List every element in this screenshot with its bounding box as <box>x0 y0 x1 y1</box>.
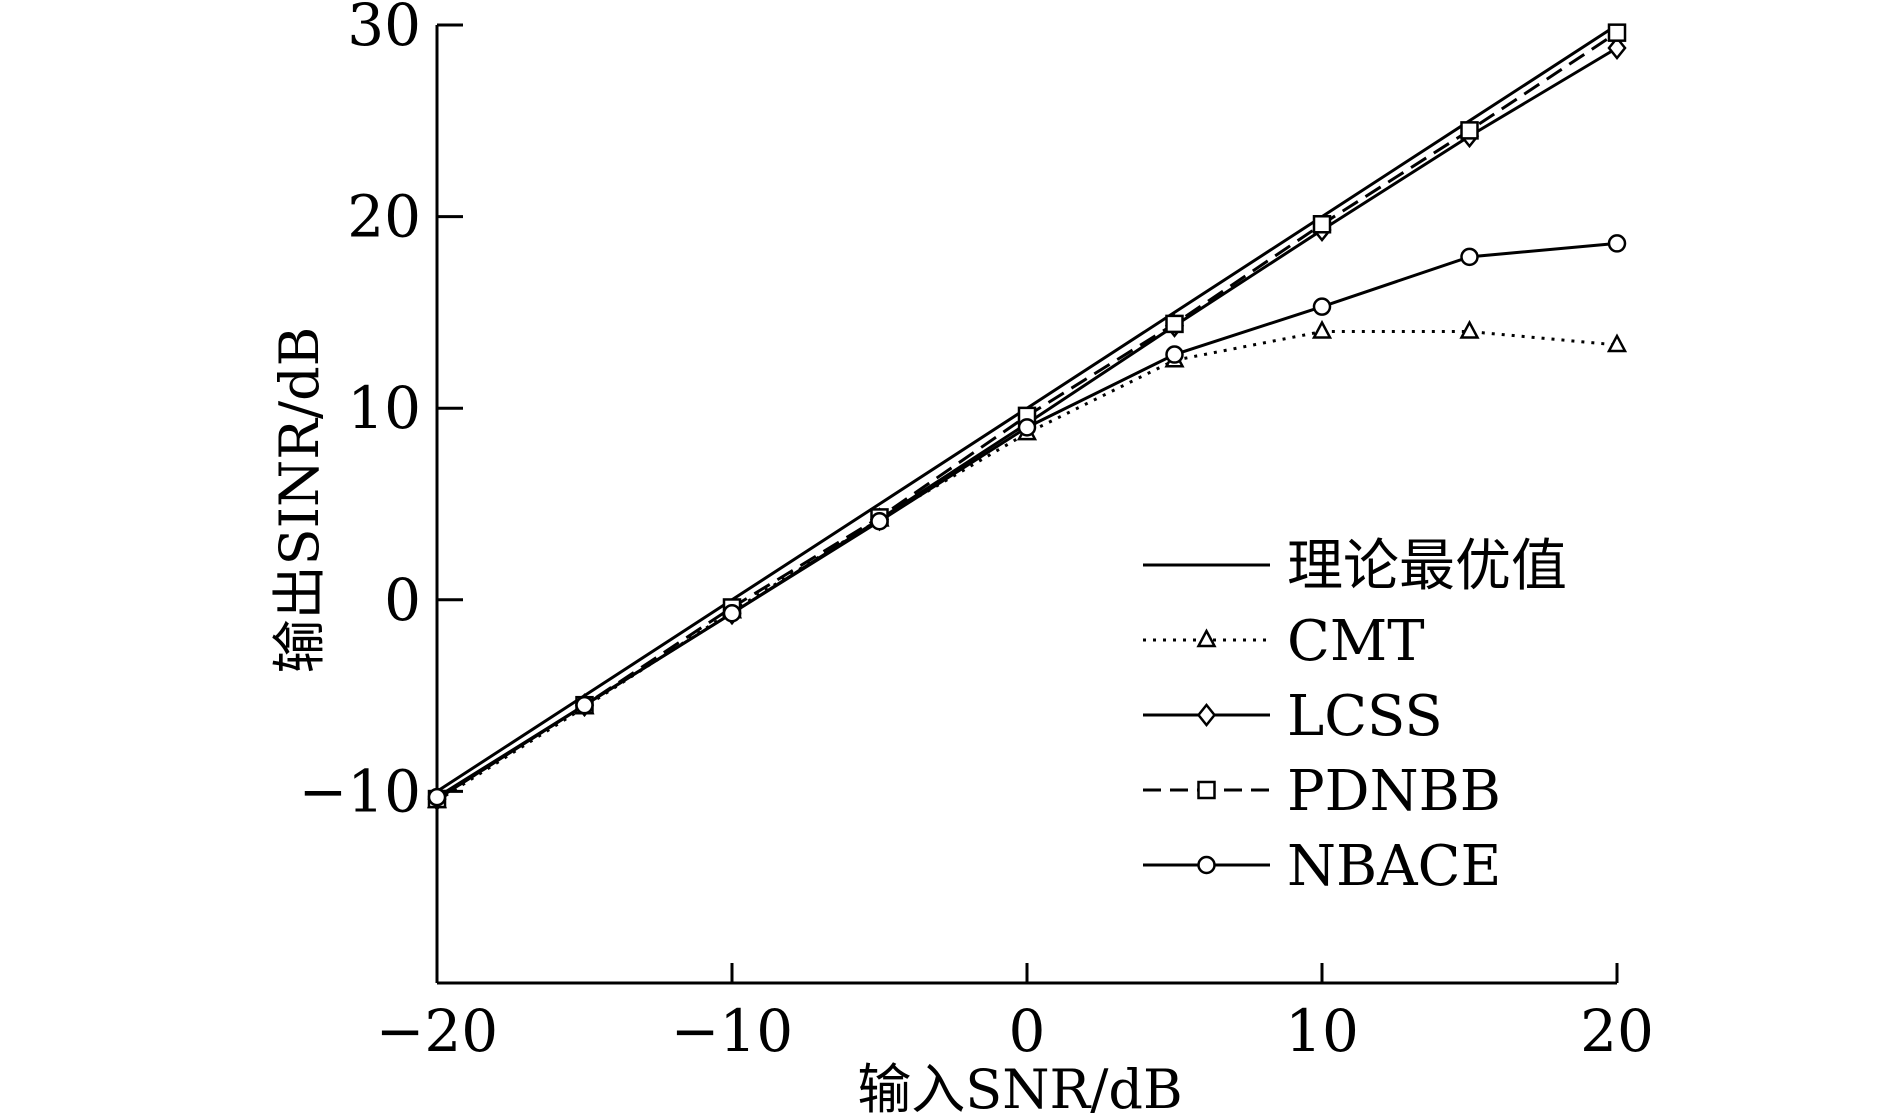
legend-label: PDNBB <box>1287 759 1501 824</box>
y-tick-label: 20 <box>347 183 421 251</box>
axes: −20 −10 0 10 20 −10 0 10 20 30 <box>299 0 1654 1065</box>
legend: 理论最优值 CMT LCSS PDNBB NBACE <box>1143 534 1567 899</box>
data-point <box>1606 333 1628 353</box>
y-axis-title: 输出SINR/dB <box>268 327 331 674</box>
data-point <box>1165 345 1184 364</box>
data-point <box>1459 319 1480 339</box>
legend-marker <box>1196 628 1217 648</box>
data-point <box>1607 35 1627 60</box>
y-tick-label: 0 <box>384 566 421 634</box>
legend-marker <box>1197 855 1216 875</box>
x-tick-label: −20 <box>376 997 498 1065</box>
data-point <box>575 695 594 715</box>
legend-label: NBACE <box>1287 834 1501 899</box>
data-point <box>1312 215 1332 234</box>
x-tick-label: 10 <box>1285 997 1359 1065</box>
series-layer <box>426 23 1628 812</box>
data-point <box>1311 319 1333 339</box>
y-tick-label: 30 <box>347 0 421 59</box>
x-axis-title: 输入SNR/dB <box>857 1058 1182 1118</box>
x-tick-label: 20 <box>1580 997 1654 1065</box>
series-4 <box>427 234 1627 807</box>
x-tick-label: −10 <box>671 997 793 1065</box>
legend-marker <box>1197 780 1216 800</box>
legend-label: CMT <box>1287 609 1425 674</box>
data-point <box>1460 121 1479 140</box>
data-point <box>1460 247 1479 267</box>
data-point <box>1607 23 1627 42</box>
legend-label: 理论最优值 <box>1287 534 1567 599</box>
data-point <box>870 511 889 531</box>
data-point <box>427 787 447 807</box>
data-point <box>1312 297 1332 316</box>
data-point <box>1017 418 1037 437</box>
y-tick-label: 10 <box>347 374 421 442</box>
y-tick-label: −10 <box>299 757 421 825</box>
legend-marker <box>1196 702 1217 728</box>
legend-label: LCSS <box>1287 684 1443 749</box>
data-point <box>1165 314 1184 334</box>
data-point <box>722 603 742 623</box>
data-point <box>1607 234 1627 253</box>
x-tick-label: 0 <box>1009 997 1046 1065</box>
